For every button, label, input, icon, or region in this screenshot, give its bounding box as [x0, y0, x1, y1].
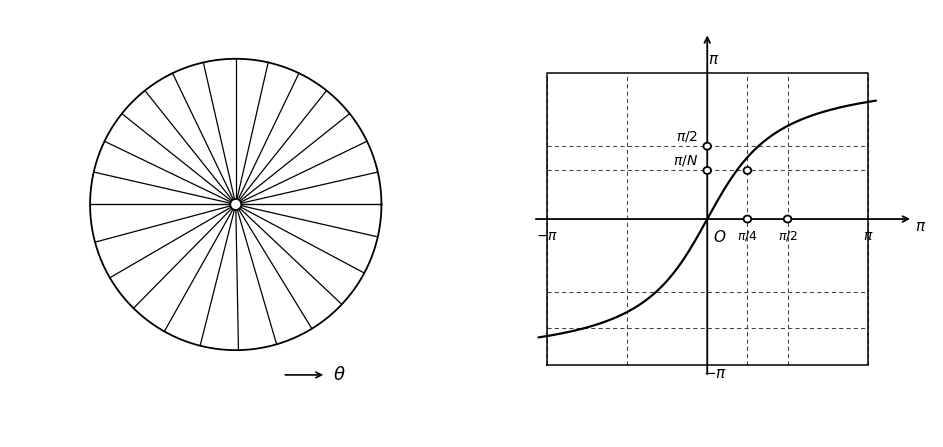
Circle shape [703, 143, 711, 150]
Text: $\pi/2$: $\pi/2$ [676, 129, 698, 144]
Text: $-\pi$: $-\pi$ [703, 367, 727, 381]
Text: $\pi/2$: $\pi/2$ [778, 229, 798, 243]
Text: $\pi$: $\pi$ [708, 53, 720, 67]
Text: $O$: $O$ [714, 229, 727, 245]
Text: $\pi$: $\pi$ [916, 220, 927, 234]
Circle shape [703, 167, 711, 174]
Text: $\theta$: $\theta$ [334, 366, 346, 384]
Text: $\pi/4$: $\pi/4$ [736, 229, 758, 243]
Circle shape [744, 215, 752, 223]
Circle shape [744, 167, 752, 174]
Circle shape [784, 215, 791, 223]
Text: $\pi$: $\pi$ [863, 229, 873, 243]
Text: $-\pi$: $-\pi$ [536, 229, 557, 243]
Circle shape [230, 199, 241, 210]
Text: $\pi/N$: $\pi/N$ [673, 153, 698, 168]
